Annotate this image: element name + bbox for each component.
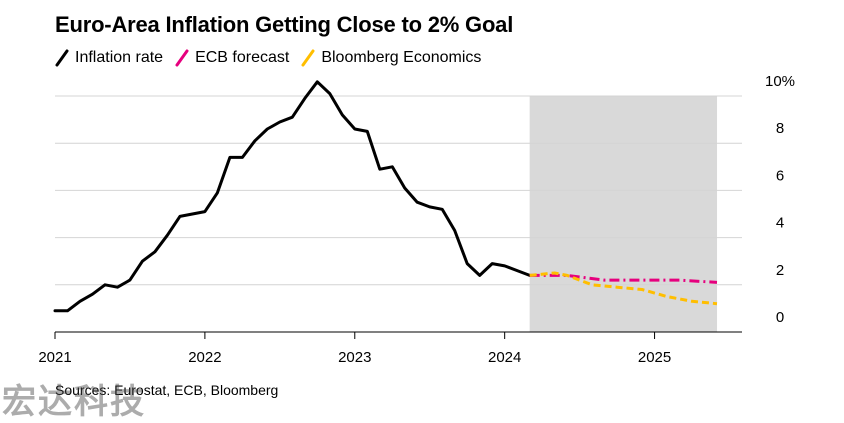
x-tick-label-2021: 2021 [38,349,71,366]
legend-swatch-ecb-forecast [175,49,189,67]
y-tick-label-2: 2 [776,262,784,279]
legend-label-inflation-rate: Inflation rate [75,49,164,66]
chart-title: Euro-Area Inflation Getting Close to 2% … [55,12,514,37]
y-tick-label-8: 8 [776,120,784,137]
x-tick-label-2023: 2023 [338,349,371,366]
legend-label-bloomberg-economics: Bloomberg Economics [321,49,482,66]
legend-swatch-bloomberg-economics [301,49,315,67]
series-line-bloomberg-economics [529,271,718,306]
x-tick-label-2024: 2024 [488,349,521,366]
gridlines [55,95,742,286]
legend-swatch-inflation-rate [55,49,69,67]
y-tick-label-6: 6 [776,167,784,184]
x-axis: 2021 2022 2023 2024 2025 [38,331,742,366]
legend-item-bloomberg-economics: Bloomberg Economics [301,48,481,68]
y-tick-labels: 0 2 4 6 8 10% [765,73,795,326]
legend-item-ecb-forecast: ECB forecast [175,48,289,68]
source-note: Sources: Eurostat, ECB, Bloomberg [55,382,279,398]
y-tick-label-0: 0 [776,309,784,326]
y-tick-label-4: 4 [776,215,784,232]
watermark-text: 宏达科技 [2,383,146,421]
y-tick-label-10: 10% [765,73,795,90]
x-tick-label-2022: 2022 [188,349,221,366]
series-lines [53,80,718,313]
line-chart: 2021 2022 2023 2024 2025 0 2 4 6 8 10% [38,73,795,366]
legend-label-ecb-forecast: ECB forecast [195,49,290,66]
legend-item-inflation-rate: Inflation rate [55,48,163,68]
x-tick-label-2025: 2025 [638,349,671,366]
forecast-shade-layer [529,96,718,332]
legend: Inflation rate ECB forecast Bloomberg Ec… [55,48,493,68]
series-line-inflation-rate [53,80,532,313]
forecast-shade [529,96,718,332]
